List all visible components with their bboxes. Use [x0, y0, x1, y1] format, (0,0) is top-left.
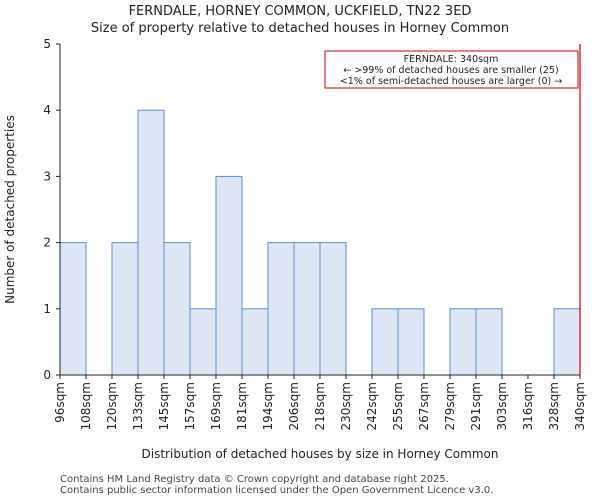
annotation-box	[324, 50, 579, 89]
x-tick-label-328sqm: 328sqm	[547, 382, 561, 430]
bar-145sqm	[163, 242, 191, 376]
y-axis-label: Number of detached properties	[3, 115, 17, 304]
x-tick-label-120sqm: 120sqm	[105, 382, 119, 430]
x-tick-label-242sqm: 242sqm	[365, 382, 379, 430]
bar-194sqm	[267, 242, 295, 376]
x-tick-label-218sqm: 218sqm	[313, 382, 327, 430]
bar-120sqm	[111, 242, 139, 376]
x-tick-label-169sqm: 169sqm	[209, 382, 223, 430]
y-tick-label-1: 1	[43, 302, 51, 316]
bar-255sqm	[397, 308, 425, 376]
bar-279sqm	[449, 308, 477, 376]
bar-291sqm	[475, 308, 503, 376]
x-tick-label-267sqm: 267sqm	[417, 382, 431, 430]
x-tick-label-181sqm: 181sqm	[235, 382, 249, 430]
x-tick-label-279sqm: 279sqm	[443, 382, 457, 430]
bar-96sqm	[59, 242, 87, 376]
y-tick-label-5: 5	[43, 37, 51, 51]
x-tick-label-303sqm: 303sqm	[495, 382, 509, 430]
y-tick-label-3: 3	[43, 169, 51, 183]
x-tick-label-340sqm: 340sqm	[573, 382, 587, 430]
bar-242sqm	[371, 308, 399, 376]
chart-title: FERNDALE, HORNEY COMMON, UCKFIELD, TN22 …	[128, 4, 472, 19]
x-tick-label-291sqm: 291sqm	[469, 382, 483, 430]
x-tick-label-206sqm: 206sqm	[287, 382, 301, 430]
x-tick-label-145sqm: 145sqm	[157, 382, 171, 430]
bar-133sqm	[137, 109, 165, 376]
bar-169sqm	[215, 175, 243, 376]
bar-157sqm	[189, 308, 217, 376]
y-tick-label-2: 2	[43, 236, 51, 250]
x-tick-label-194sqm: 194sqm	[261, 382, 275, 430]
bar-206sqm	[293, 242, 321, 376]
x-tick-label-133sqm: 133sqm	[131, 382, 145, 430]
bar-328sqm	[553, 308, 581, 376]
annotation-line-2: ← >99% of detached houses are smaller (2…	[343, 65, 558, 76]
y-tick-label-0: 0	[43, 368, 51, 382]
footer-line-1: Contains HM Land Registry data © Crown c…	[60, 474, 449, 485]
chart-subtitle: Size of property relative to detached ho…	[90, 21, 510, 36]
bar-181sqm	[241, 308, 269, 376]
footer-line-2: Contains public sector information licen…	[60, 485, 494, 496]
x-tick-label-316sqm: 316sqm	[521, 382, 535, 430]
y-tick-label-4: 4	[43, 103, 51, 117]
x-tick-label-96sqm: 96sqm	[53, 382, 67, 423]
x-tick-label-255sqm: 255sqm	[391, 382, 405, 430]
x-tick-label-230sqm: 230sqm	[339, 382, 353, 430]
x-tick-label-108sqm: 108sqm	[79, 382, 93, 430]
annotation-line-1: FERNDALE: 340sqm	[404, 54, 499, 65]
x-tick-label-157sqm: 157sqm	[183, 382, 197, 430]
x-axis-label: Distribution of detached houses by size …	[142, 447, 499, 461]
bar-218sqm	[319, 242, 347, 376]
annotation-line-3: <1% of semi-detached houses are larger (…	[340, 76, 562, 87]
